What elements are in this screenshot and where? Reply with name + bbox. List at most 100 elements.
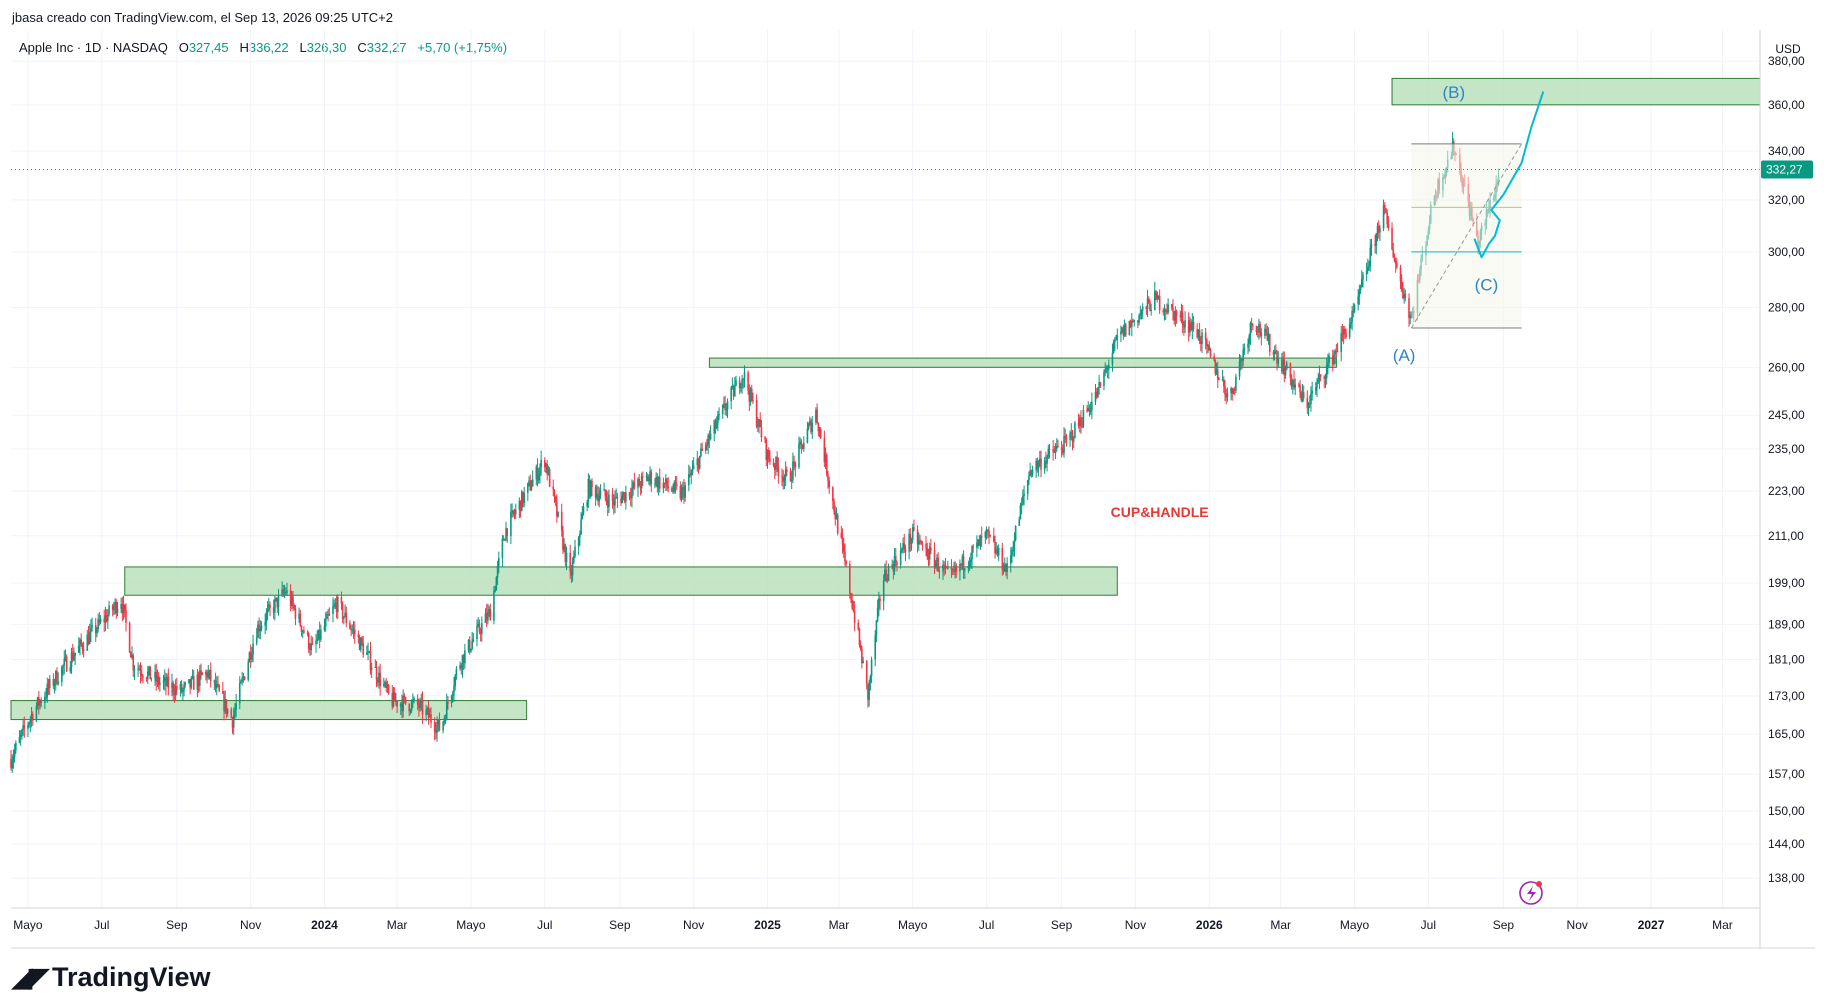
candle bbox=[742, 378, 745, 389]
candle-body bbox=[522, 491, 524, 504]
candle-body bbox=[251, 654, 253, 660]
candle bbox=[1400, 274, 1403, 293]
candle bbox=[1396, 257, 1398, 270]
candle-body bbox=[951, 569, 954, 571]
candle bbox=[209, 662, 212, 688]
candle-body bbox=[1196, 329, 1198, 338]
candle-body bbox=[1331, 355, 1334, 365]
candle bbox=[382, 677, 385, 688]
candle-body bbox=[1266, 332, 1269, 341]
candle-body bbox=[393, 692, 396, 702]
candle-body bbox=[337, 597, 339, 613]
candle-body bbox=[1369, 247, 1372, 267]
candle bbox=[963, 568, 966, 579]
candle bbox=[565, 546, 568, 571]
candle-body bbox=[1281, 358, 1283, 372]
candle-body bbox=[459, 665, 461, 669]
tradingview-logo[interactable]: ◢◤ TradingView bbox=[12, 962, 211, 993]
candle bbox=[1133, 319, 1136, 327]
candle-body bbox=[494, 590, 496, 592]
candle-body bbox=[1291, 379, 1294, 387]
candle-body bbox=[704, 444, 707, 451]
candle-body bbox=[1140, 310, 1143, 315]
candle-body bbox=[156, 675, 159, 682]
candle bbox=[637, 477, 639, 497]
candle-body bbox=[972, 546, 975, 548]
candle-body bbox=[1065, 438, 1068, 440]
candle bbox=[1122, 324, 1125, 340]
candle bbox=[1213, 352, 1215, 362]
candle-body bbox=[18, 736, 21, 743]
candle-body bbox=[291, 596, 293, 606]
candle bbox=[971, 545, 973, 570]
candle bbox=[794, 461, 797, 477]
candle-body bbox=[786, 469, 788, 472]
candle bbox=[663, 482, 666, 489]
candle bbox=[274, 594, 276, 621]
candle bbox=[740, 383, 742, 393]
candle bbox=[1181, 304, 1184, 333]
candle bbox=[1173, 310, 1175, 325]
candle bbox=[1012, 541, 1014, 557]
candle-body bbox=[61, 666, 63, 682]
candle bbox=[352, 620, 355, 639]
candle-body bbox=[994, 541, 996, 554]
candle-body bbox=[130, 652, 132, 658]
candle bbox=[901, 547, 903, 554]
candle bbox=[1350, 317, 1352, 329]
candle-body bbox=[1238, 361, 1241, 377]
candle-body bbox=[1377, 225, 1380, 233]
candle bbox=[172, 680, 174, 701]
candle-body bbox=[1300, 392, 1303, 401]
candle bbox=[120, 597, 122, 613]
candle bbox=[395, 692, 397, 706]
candle-body bbox=[688, 474, 690, 486]
high-label: H bbox=[239, 40, 249, 55]
candle-body bbox=[454, 675, 457, 687]
candle bbox=[899, 542, 902, 569]
candle-body bbox=[741, 379, 743, 387]
candle bbox=[1289, 362, 1292, 386]
candle-body bbox=[98, 619, 101, 623]
candle bbox=[1294, 378, 1297, 396]
candle-body bbox=[268, 604, 270, 609]
candle-body bbox=[989, 535, 991, 537]
price-zone bbox=[1391, 77, 1761, 106]
candle bbox=[225, 699, 228, 719]
candle bbox=[775, 456, 777, 476]
candle-body bbox=[706, 444, 708, 446]
candle bbox=[858, 627, 861, 648]
candle bbox=[1190, 319, 1192, 332]
candle bbox=[1342, 326, 1345, 345]
candle bbox=[1298, 382, 1300, 388]
candle bbox=[1209, 347, 1212, 358]
candle-body bbox=[1209, 350, 1212, 357]
price-tick-label: 223,00 bbox=[1768, 484, 1805, 498]
candle-body bbox=[518, 500, 521, 510]
candle bbox=[46, 677, 49, 703]
candle-body bbox=[430, 714, 432, 723]
candle-body bbox=[819, 428, 822, 438]
candle-body bbox=[264, 622, 266, 626]
candle bbox=[582, 502, 585, 516]
candle-body bbox=[790, 479, 793, 482]
candle bbox=[734, 376, 736, 397]
candle bbox=[159, 677, 161, 692]
candle-body bbox=[225, 699, 228, 714]
candle-body bbox=[334, 603, 337, 605]
candle-body bbox=[1308, 403, 1311, 405]
candle-body bbox=[870, 659, 873, 677]
candle-body bbox=[467, 639, 470, 651]
candle bbox=[701, 442, 703, 452]
candle-body bbox=[1327, 362, 1329, 366]
candle bbox=[370, 662, 373, 679]
candle bbox=[40, 697, 43, 708]
candle-body bbox=[332, 606, 334, 614]
candle bbox=[275, 597, 277, 602]
candle bbox=[1267, 327, 1270, 345]
candle bbox=[639, 480, 642, 496]
candle bbox=[337, 594, 339, 620]
candle bbox=[255, 628, 258, 646]
candle bbox=[731, 377, 734, 390]
